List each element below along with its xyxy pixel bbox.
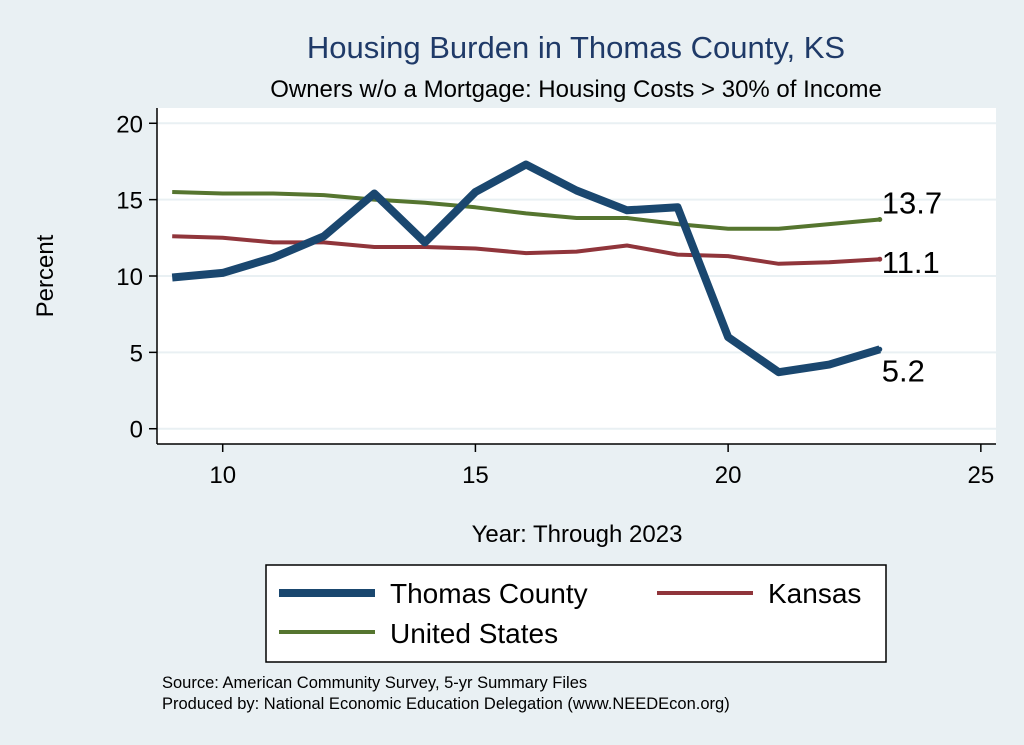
end-marker-thomas-county xyxy=(877,346,883,352)
legend-box xyxy=(265,564,887,663)
y-axis-label: Percent xyxy=(32,234,59,317)
legend-label-united-states: United States xyxy=(390,618,558,649)
chart-title: Housing Burden in Thomas County, KS xyxy=(307,30,845,65)
source-note: Source: American Community Survey, 5-yr … xyxy=(162,674,587,692)
x-tick-label: 15 xyxy=(462,462,489,489)
legend-label-kansas: Kansas xyxy=(768,578,861,609)
x-tick-label: 10 xyxy=(209,462,236,489)
x-tick-label: 20 xyxy=(715,462,742,489)
y-ticks: 0 5 10 15 20 xyxy=(116,111,157,444)
x-ticks: 10 15 20 25 xyxy=(209,444,994,489)
series-line-kansas xyxy=(172,234,880,266)
series-line-thomas-county xyxy=(171,160,881,377)
series-line-united-states xyxy=(172,190,880,231)
legend-label-thomas-county: Thomas County xyxy=(390,578,588,609)
chart-subtitle: Owners w/o a Mortgage: Housing Costs > 3… xyxy=(270,76,882,103)
y-tick-label: 5 xyxy=(130,340,143,367)
series-lines xyxy=(171,160,883,377)
x-axis-label: Year: Through 2023 xyxy=(472,521,683,548)
y-tick-label: 15 xyxy=(116,188,143,215)
producer-note: Produced by: National Economic Education… xyxy=(162,695,730,713)
end-marker-kansas xyxy=(877,256,883,262)
end-label-kansas: 11.1 xyxy=(882,245,940,280)
gridlines xyxy=(157,122,996,430)
end-label-thomas-county: 5.2 xyxy=(882,353,925,388)
end-marker-united-states xyxy=(877,216,883,222)
y-tick-label: 10 xyxy=(116,264,143,291)
x-tick-label: 25 xyxy=(967,462,994,489)
y-tick-label: 20 xyxy=(116,111,143,138)
end-labels: 13.7 11.1 5.2 xyxy=(882,185,942,388)
y-tick-label: 0 xyxy=(130,417,143,444)
legend: Thomas County Kansas United States xyxy=(265,564,887,663)
end-label-united-states: 13.7 xyxy=(882,185,942,220)
